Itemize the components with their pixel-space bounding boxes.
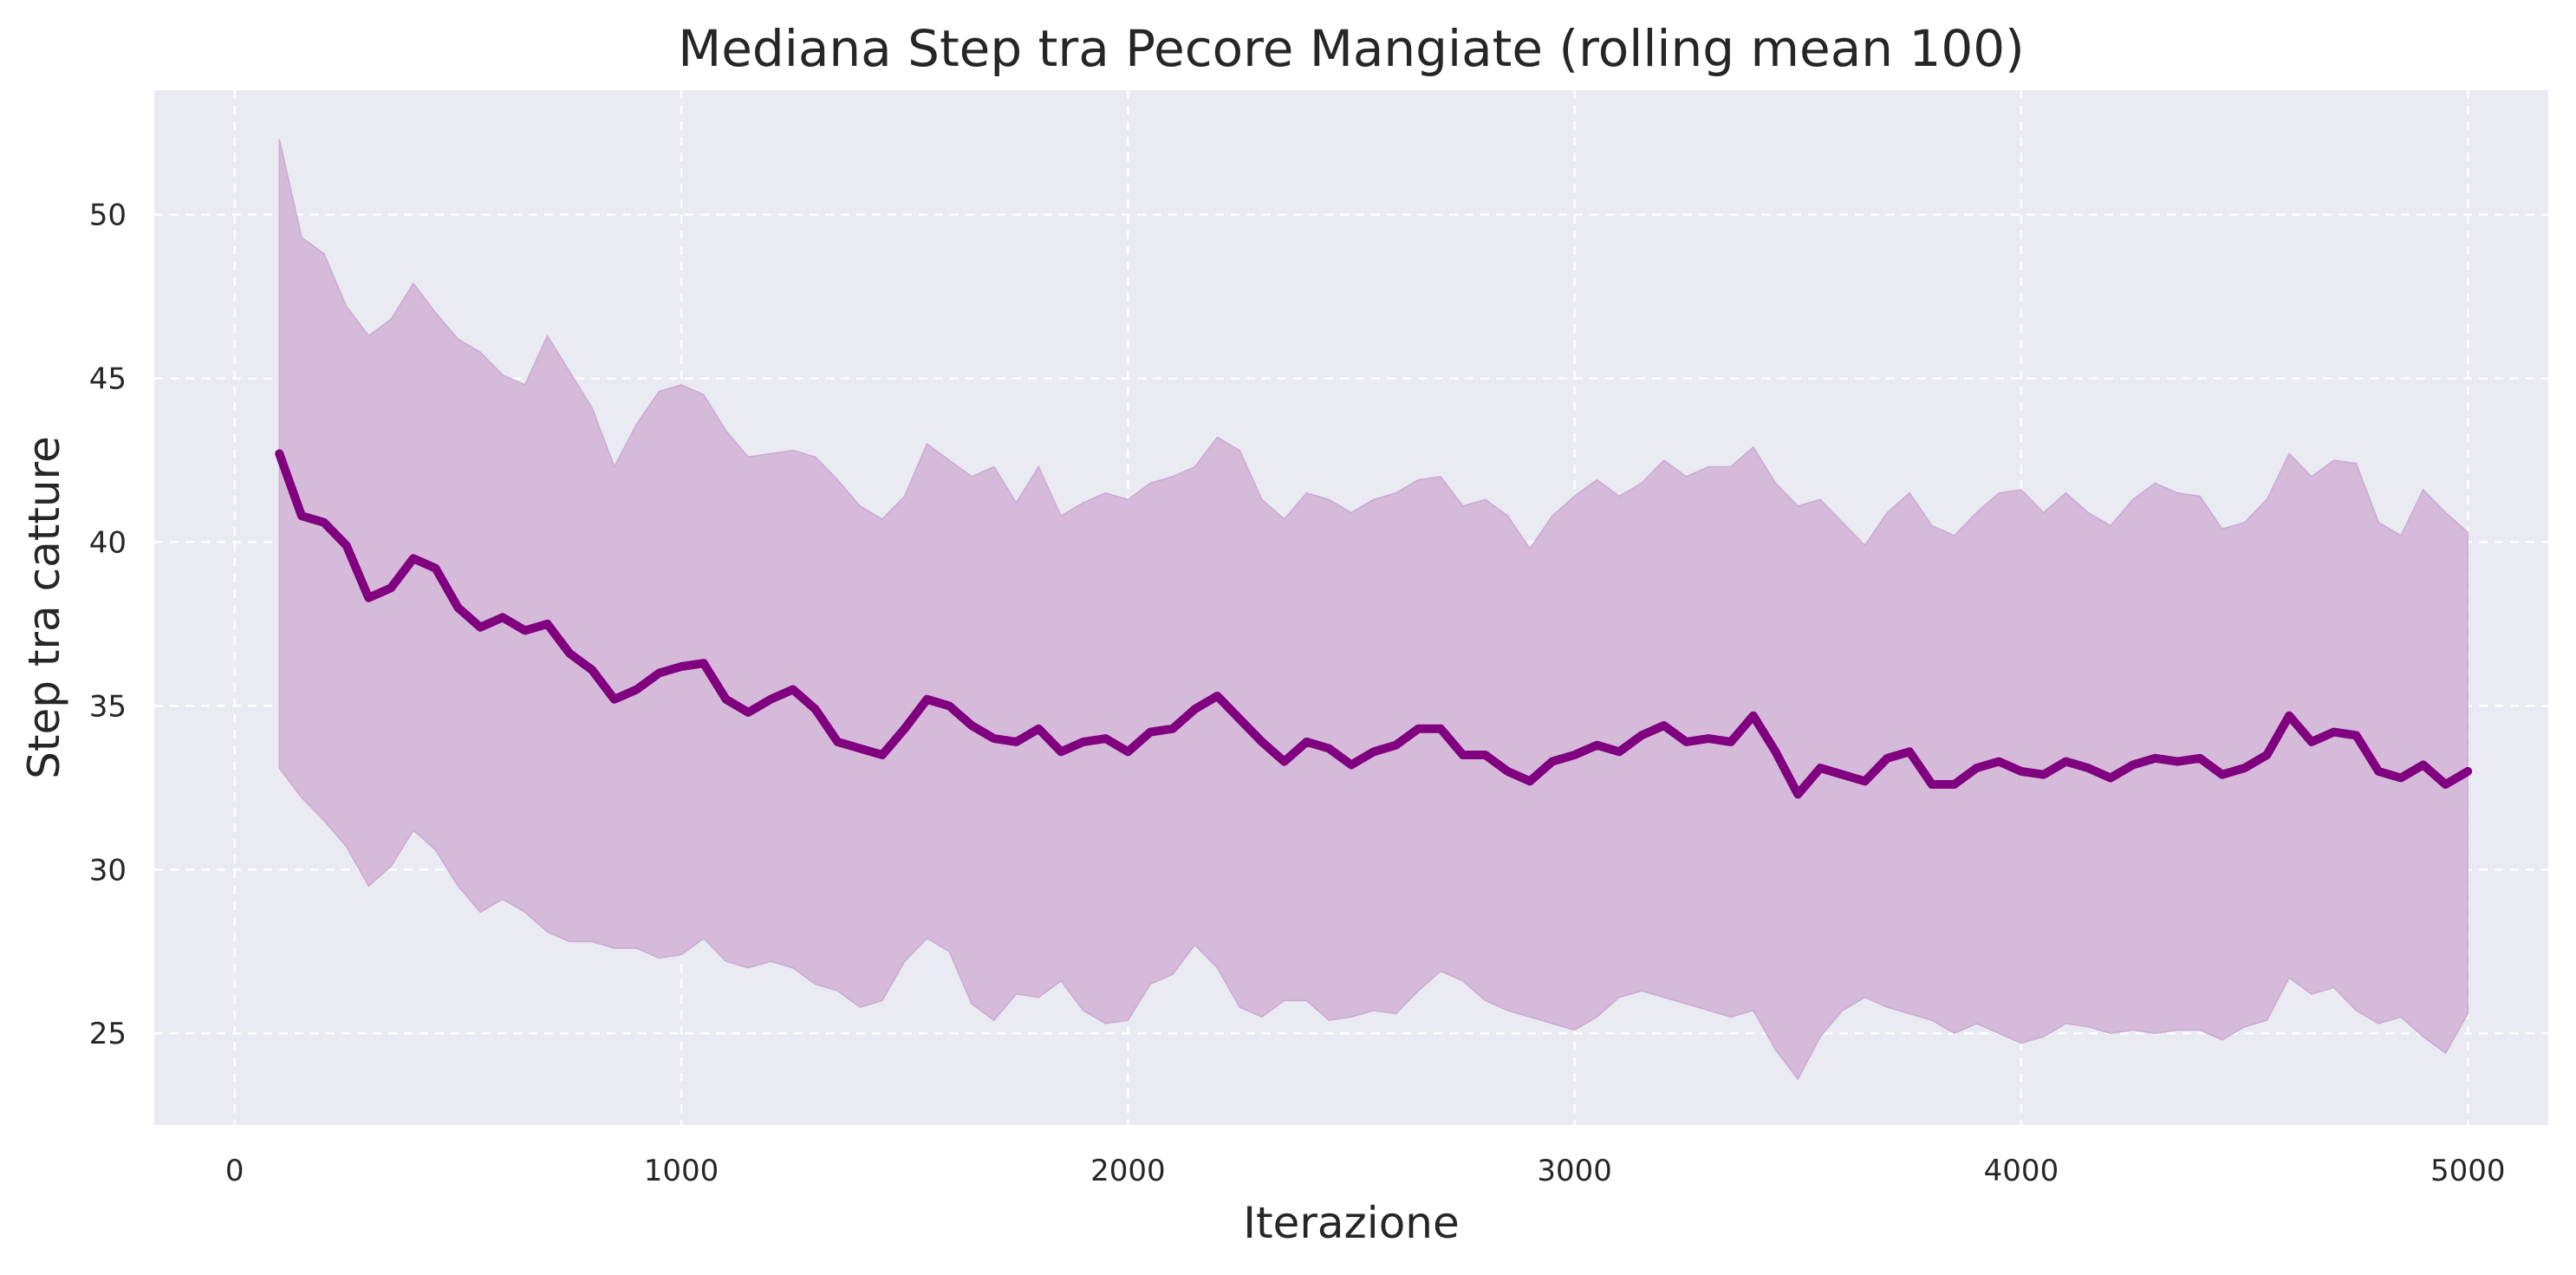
y-tick-label: 25 [89,1017,127,1051]
y-tick-label: 30 [89,853,127,888]
x-tick-label: 0 [225,1154,244,1188]
x-axis-label: Iterazione [1243,1198,1460,1248]
y-tick-label: 45 [89,362,127,397]
chart-title: Mediana Step tra Pecore Mangiate (rollin… [678,19,2025,78]
iqr-band [278,139,2469,1081]
median-line [275,449,2473,799]
y-axis-label: Step tra catture [19,436,69,779]
y-tick-label: 50 [89,198,127,233]
x-tick-label: 3000 [1537,1154,1612,1188]
plot-area: 0 1000 2000 3000 4000 5000 25 30 35 40 45 50 [89,90,2548,1188]
x-tick-label: 4000 [1984,1154,2059,1188]
x-tick-label: 5000 [2430,1154,2506,1188]
y-tick-label: 35 [89,689,127,724]
y-tick-label: 40 [89,525,127,560]
x-tick-label: 1000 [644,1154,719,1188]
x-tick-label: 2000 [1090,1154,1166,1188]
